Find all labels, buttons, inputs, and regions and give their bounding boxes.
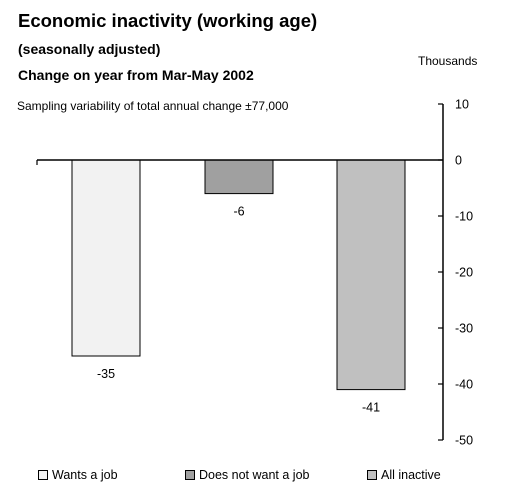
legend: Wants a job Does not want a job All inac… bbox=[0, 468, 505, 486]
legend-label-does-not-want-a-job: Does not want a job bbox=[199, 468, 310, 482]
y-tick-label: -30 bbox=[455, 322, 473, 336]
legend-label-all-inactive: All inactive bbox=[381, 468, 441, 482]
legend-item-wants-a-job: Wants a job bbox=[38, 468, 118, 482]
legend-swatch-all-inactive bbox=[367, 470, 377, 480]
y-tick-label: -20 bbox=[455, 266, 473, 280]
data-label-3: -41 bbox=[362, 401, 380, 415]
bar-3 bbox=[336, 159, 406, 391]
y-tick-label: -40 bbox=[455, 378, 473, 392]
bar-2 bbox=[204, 159, 274, 195]
bar-1 bbox=[71, 159, 141, 357]
legend-swatch-does-not-want-a-job bbox=[185, 470, 195, 480]
data-label-2: -6 bbox=[233, 205, 244, 219]
y-tick-label: 10 bbox=[455, 98, 469, 112]
chart-subtitle-period: Change on year from Mar-May 2002 bbox=[18, 67, 254, 83]
legend-item-does-not-want-a-job: Does not want a job bbox=[185, 468, 310, 482]
sampling-variability-note: Sampling variability of total annual cha… bbox=[17, 99, 289, 113]
y-tick-label: -10 bbox=[455, 210, 473, 224]
y-tick-label: -50 bbox=[455, 434, 473, 448]
units-label: Thousands bbox=[418, 54, 478, 68]
chart-title: Economic inactivity (working age) bbox=[18, 10, 318, 31]
legend-label-wants-a-job: Wants a job bbox=[52, 468, 118, 482]
legend-swatch-wants-a-job bbox=[38, 470, 48, 480]
chart-subtitle-adjustment: (seasonally adjusted) bbox=[18, 41, 161, 57]
bar-chart: 10 0 -10 -20 -30 -40 -50 -35 -6 -41 bbox=[36, 98, 473, 448]
legend-item-all-inactive: All inactive bbox=[367, 468, 441, 482]
y-tick-label: 0 bbox=[455, 154, 462, 168]
data-label-1: -35 bbox=[97, 367, 115, 381]
